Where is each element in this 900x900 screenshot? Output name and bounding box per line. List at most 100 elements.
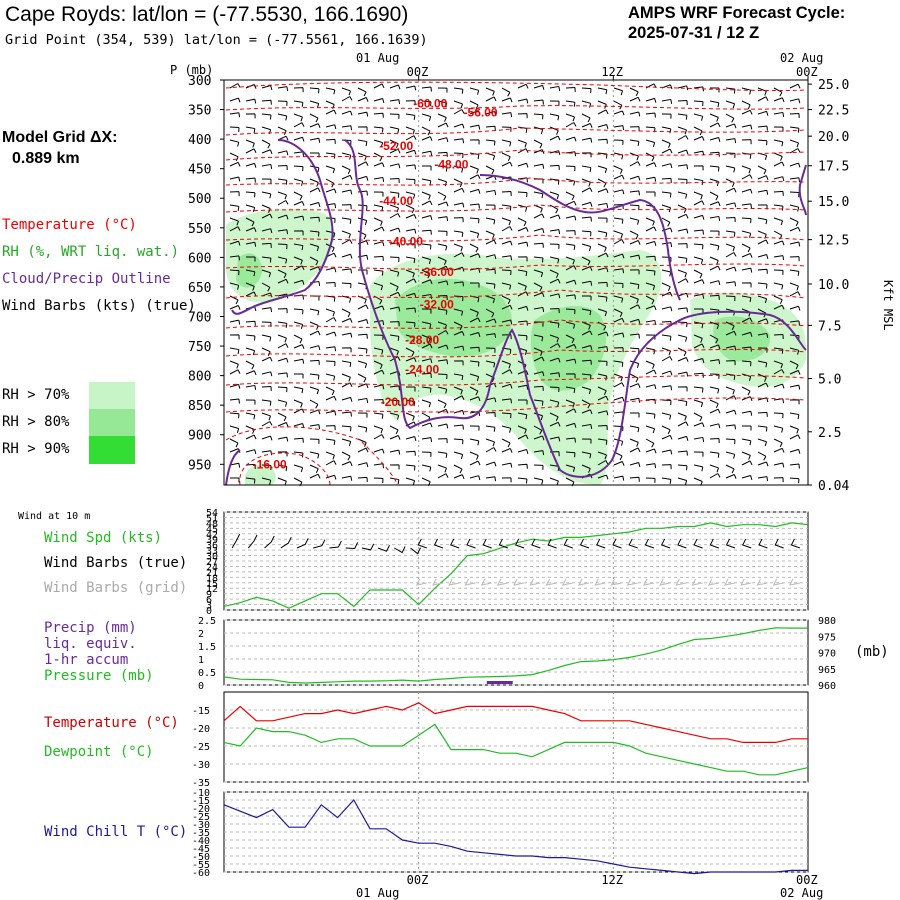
wind-barb — [565, 243, 576, 250]
wind-barb — [373, 126, 384, 133]
wind-barb — [501, 438, 511, 448]
page-title: Cape Royds: lat/lon = (-77.5530, 166.169… — [5, 3, 409, 26]
wind-barb — [613, 461, 625, 466]
wind-barb — [518, 399, 528, 405]
wind-barb — [309, 187, 321, 193]
wind-barb — [741, 165, 751, 174]
wind-barb — [325, 282, 336, 288]
wind-barb — [549, 100, 560, 106]
wind-barb — [293, 113, 303, 122]
wind-chill-legend: Wind Chill T (°C) — [44, 824, 187, 840]
wind-barb — [357, 304, 369, 310]
wind-barb — [597, 100, 607, 109]
wind-barb — [293, 178, 304, 186]
wind-barb — [501, 282, 512, 290]
wind-barb — [453, 331, 465, 336]
temperature-line — [223, 702, 808, 743]
wind-barb — [373, 255, 384, 261]
grid-wind-barb — [707, 578, 719, 586]
wind-barb — [645, 412, 656, 419]
wind-barb — [261, 356, 273, 362]
wind-barb — [229, 176, 241, 182]
wind-tick-label: 51 — [206, 513, 218, 524]
wind-barb — [597, 386, 607, 395]
wind-barb — [773, 360, 783, 369]
wind-barb — [373, 176, 385, 182]
temperature-label: -56.00 — [464, 106, 498, 120]
wind-barb — [453, 87, 464, 94]
wind-barb — [293, 477, 303, 487]
wind-barb — [341, 217, 352, 224]
wind-barb — [341, 253, 353, 259]
cloud-outline-4 — [225, 449, 241, 486]
wind-barb — [469, 425, 480, 431]
wind-barb — [453, 252, 465, 258]
wind-barb — [549, 386, 560, 392]
wind-barb — [469, 174, 481, 180]
legend-rh70: RH > 70% — [2, 387, 70, 403]
wind-barb — [677, 371, 689, 377]
wind-barb — [677, 85, 689, 91]
wind-barb — [789, 320, 800, 326]
wind-barb — [677, 126, 687, 135]
wind-barb — [293, 386, 304, 394]
wind-barb — [533, 435, 545, 441]
wind-barb — [741, 460, 753, 466]
wind-barb — [629, 190, 640, 196]
wind-barb — [437, 399, 447, 409]
wind-barb — [357, 347, 368, 354]
wind-barb — [789, 291, 801, 297]
wind-barb — [757, 125, 768, 131]
wind-panel-frame — [223, 511, 809, 611]
wind-barb — [469, 203, 480, 209]
wind-barb — [437, 464, 447, 473]
wind-barb — [645, 269, 656, 276]
wind-barb — [693, 126, 703, 136]
wind-barb — [581, 100, 592, 108]
pressure-tick-label: 975 — [818, 632, 836, 643]
wind-barb — [501, 97, 513, 103]
wind-barb — [581, 216, 592, 222]
wind-barb — [389, 148, 401, 154]
wind-barb — [453, 295, 464, 302]
wind-barb — [277, 256, 288, 264]
wind-barb — [693, 269, 703, 279]
wind-barb — [485, 239, 497, 245]
wind-barb — [245, 148, 257, 154]
grid-wind-barb — [415, 578, 427, 586]
wind-barb — [645, 139, 656, 147]
wind-barb — [533, 292, 545, 298]
pressure-tick-label: 650 — [188, 281, 211, 296]
wind-barb — [309, 87, 320, 94]
temperature-label: -16.00 — [253, 457, 287, 471]
wind-barb — [581, 87, 592, 94]
wind-barb — [341, 110, 353, 116]
surface-wind-barb — [774, 538, 784, 549]
wind-barb — [789, 269, 800, 276]
wind-barb — [229, 334, 240, 340]
height-tick-label: 20.0 — [818, 130, 849, 145]
wind-barb — [581, 187, 593, 193]
wind-barb — [533, 242, 544, 248]
wind-barb — [725, 386, 735, 395]
surface-wind-barb — [709, 538, 719, 549]
wind-barb — [485, 318, 497, 324]
wind-barb — [277, 357, 289, 363]
pressure-tick-label: 960 — [818, 681, 836, 692]
wind-barb — [277, 464, 288, 472]
wind-barb — [373, 477, 384, 483]
wind-barb — [405, 85, 417, 91]
height-tick-label: 25.0 — [818, 78, 849, 93]
temperature-contour-4 — [225, 177, 807, 186]
wind-barb — [405, 436, 417, 441]
surface-wind-barb — [660, 538, 671, 549]
wind-barb — [789, 256, 800, 262]
wind-barb — [597, 331, 609, 337]
wind-barb — [389, 204, 399, 213]
wind-barb — [405, 347, 415, 357]
wind-barb — [293, 201, 305, 206]
wind-barb — [629, 282, 640, 290]
wind-barb — [757, 411, 768, 417]
wind-barb — [645, 152, 655, 162]
grid-wind-barb — [724, 578, 736, 586]
